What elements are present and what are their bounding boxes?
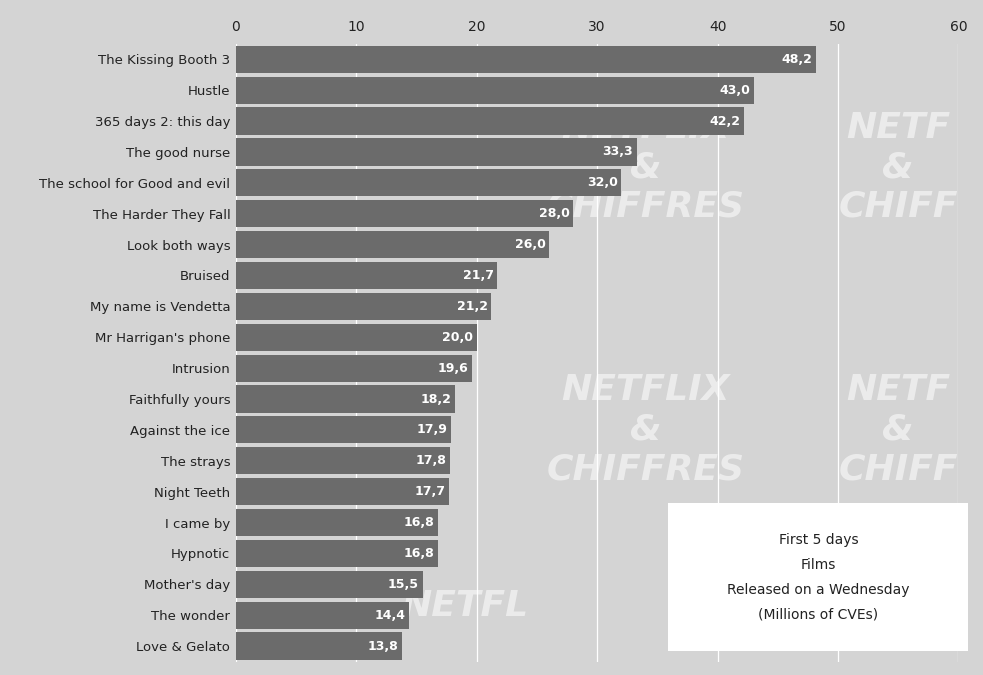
Text: 48,2: 48,2 [781, 53, 813, 66]
Bar [236, 385, 455, 412]
Text: 18,2: 18,2 [421, 392, 451, 406]
Bar [236, 540, 438, 567]
Bar [236, 354, 472, 382]
Text: 15,5: 15,5 [388, 578, 419, 591]
Bar [236, 478, 449, 506]
Text: 17,8: 17,8 [416, 454, 446, 467]
Bar [236, 76, 754, 104]
Text: 32,0: 32,0 [587, 176, 617, 190]
Bar [236, 570, 423, 598]
Text: NETF
&
CHIFF: NETF & CHIFF [838, 111, 958, 224]
Text: 26,0: 26,0 [514, 238, 546, 251]
Bar [236, 138, 637, 165]
Bar [236, 323, 477, 351]
Text: 13,8: 13,8 [368, 639, 398, 653]
Text: 16,8: 16,8 [404, 547, 434, 560]
Text: First 5 days
Films
Released on a Wednesday
(Millions of CVEs): First 5 days Films Released on a Wednesd… [727, 533, 909, 622]
Text: 19,6: 19,6 [437, 362, 468, 375]
Text: 28,0: 28,0 [539, 207, 569, 220]
Bar [236, 262, 497, 289]
Text: 21,7: 21,7 [463, 269, 493, 282]
Text: 33,3: 33,3 [603, 145, 633, 159]
Text: NETF
&
CHIFF: NETF & CHIFF [838, 373, 958, 486]
Text: 14,4: 14,4 [375, 609, 406, 622]
Bar [236, 46, 816, 73]
Text: 43,0: 43,0 [720, 84, 750, 97]
Bar [236, 416, 451, 443]
Text: 17,9: 17,9 [417, 423, 448, 437]
Text: 16,8: 16,8 [404, 516, 434, 529]
Bar [236, 231, 549, 259]
Text: 42,2: 42,2 [710, 115, 740, 128]
Text: 17,7: 17,7 [415, 485, 445, 498]
Bar [236, 107, 744, 135]
Bar [236, 509, 438, 536]
Bar [236, 293, 492, 320]
Text: NETFL: NETFL [401, 589, 528, 623]
Text: 20,0: 20,0 [442, 331, 473, 344]
Text: NETFLIX
&
CHIFFRES: NETFLIX & CHIFFRES [547, 373, 744, 486]
Bar [236, 632, 402, 659]
Bar [236, 601, 409, 629]
Text: NETFLIX
&
CHIFFRES: NETFLIX & CHIFFRES [547, 111, 744, 224]
Bar [236, 169, 621, 196]
Bar [236, 447, 450, 475]
Text: 21,2: 21,2 [456, 300, 488, 313]
Bar [236, 200, 573, 227]
